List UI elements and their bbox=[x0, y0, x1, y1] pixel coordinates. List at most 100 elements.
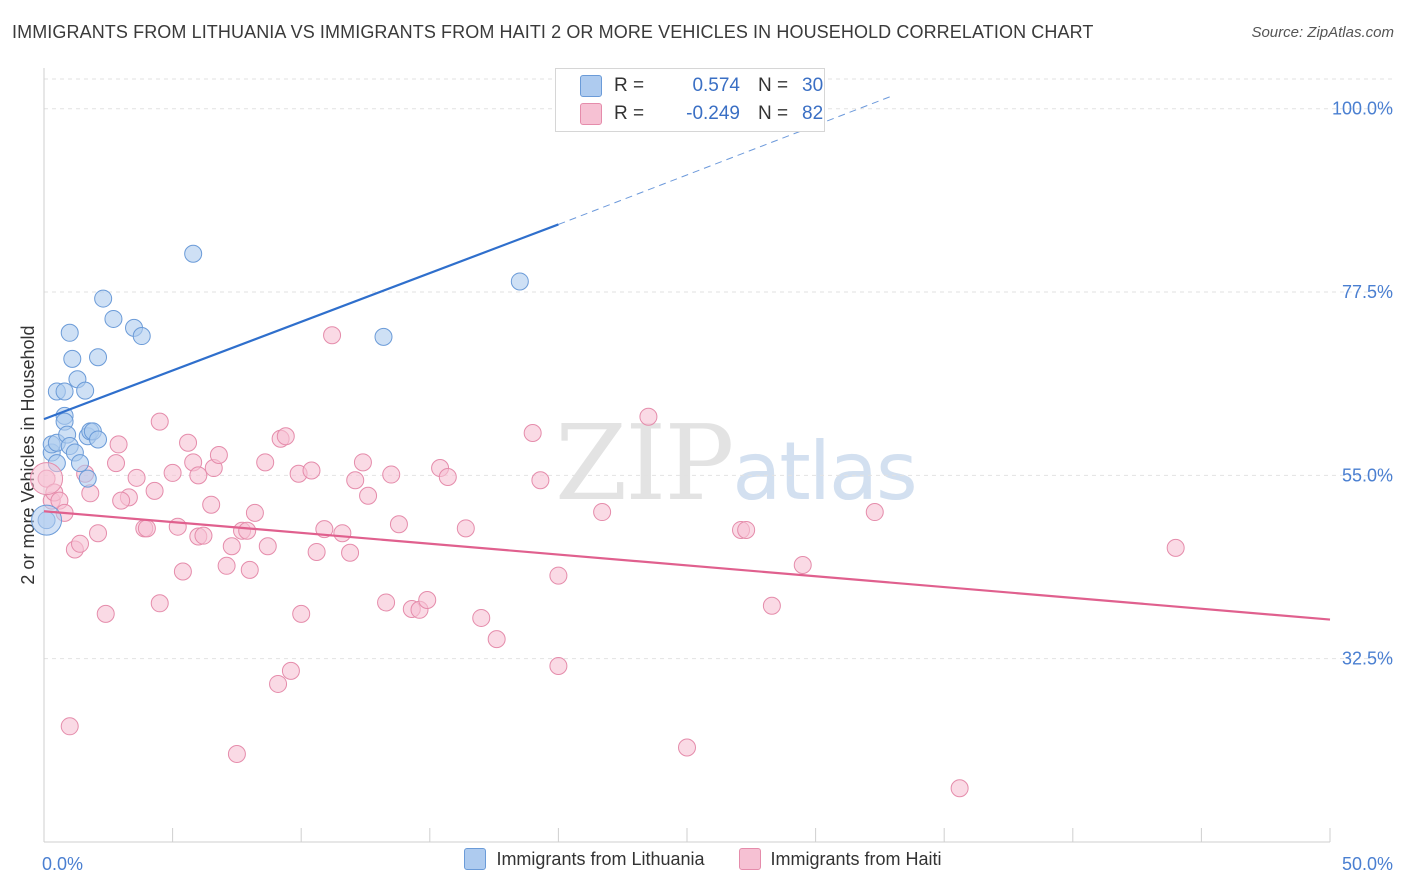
haiti-point bbox=[238, 521, 257, 540]
haiti-point bbox=[950, 779, 969, 798]
lithuania-point bbox=[184, 244, 203, 263]
lithuania-point bbox=[60, 323, 79, 342]
haiti-point bbox=[359, 486, 378, 505]
haiti-point bbox=[377, 593, 396, 612]
lithuania-point bbox=[63, 349, 82, 368]
haiti-point bbox=[179, 433, 198, 452]
stats-box: R = 0.574 N = 30 R = -0.249 N = 82 bbox=[555, 68, 825, 132]
stats-r-value-haiti: -0.249 bbox=[686, 103, 740, 124]
lithuania-point bbox=[510, 272, 529, 291]
haiti-point bbox=[227, 745, 246, 764]
haiti-point bbox=[107, 454, 126, 473]
stats-swatch-lithuania bbox=[580, 75, 602, 97]
stats-n-label: N = bbox=[758, 103, 789, 124]
haiti-point bbox=[353, 453, 372, 472]
haiti-point bbox=[793, 555, 812, 574]
haiti-point bbox=[89, 524, 108, 543]
haiti-point bbox=[323, 326, 342, 345]
haiti-point bbox=[109, 435, 128, 454]
haiti-point bbox=[472, 608, 491, 627]
lithuania-point bbox=[104, 309, 123, 328]
haiti-point bbox=[418, 591, 437, 610]
legend-swatch-lithuania bbox=[464, 848, 487, 870]
haiti-point bbox=[245, 503, 264, 522]
haiti-point bbox=[456, 519, 475, 538]
haiti-point bbox=[96, 604, 115, 623]
haiti-point bbox=[307, 542, 326, 561]
haiti-point bbox=[150, 594, 169, 613]
haiti-point bbox=[163, 463, 182, 482]
haiti-point bbox=[523, 424, 542, 443]
legend-label-lithuania: Immigrants from Lithuania bbox=[496, 848, 705, 869]
haiti-point bbox=[137, 519, 156, 538]
haiti-point bbox=[531, 471, 550, 490]
y-tick-label: 100.0% bbox=[1332, 99, 1393, 119]
haiti-point bbox=[276, 427, 295, 446]
y-tick-label: 55.0% bbox=[1342, 465, 1393, 485]
lithuania-point bbox=[94, 289, 113, 308]
lithuania-point bbox=[55, 382, 74, 401]
haiti-point bbox=[438, 467, 457, 486]
stats-n-value-lithuania: 30 bbox=[802, 75, 824, 96]
haiti-point bbox=[30, 462, 64, 496]
haiti-point bbox=[240, 560, 259, 579]
lithuania-point bbox=[89, 430, 108, 449]
haiti-point bbox=[549, 657, 568, 676]
haiti-point bbox=[1166, 538, 1185, 557]
haiti-point bbox=[737, 520, 756, 539]
haiti-point bbox=[189, 466, 208, 485]
haiti-point bbox=[150, 412, 169, 431]
haiti-point bbox=[71, 534, 90, 553]
y-axis-label: 2 or more Vehicles in Household bbox=[18, 325, 38, 584]
haiti-point bbox=[81, 484, 100, 503]
y-tick-label: 32.5% bbox=[1342, 649, 1393, 669]
haiti-point bbox=[173, 562, 192, 581]
lithuania-point bbox=[78, 469, 97, 488]
chart-title: IMMIGRANTS FROM LITHUANIA VS IMMIGRANTS … bbox=[12, 22, 1094, 42]
legend-swatch-haiti bbox=[738, 848, 761, 870]
haiti-point bbox=[60, 717, 79, 736]
haiti-point bbox=[145, 481, 164, 500]
lithuania-point bbox=[132, 327, 151, 346]
haiti-point bbox=[389, 515, 408, 534]
haiti-point bbox=[281, 661, 300, 680]
stats-n-label: N = bbox=[758, 75, 789, 96]
haiti-point bbox=[127, 468, 146, 487]
haiti-point bbox=[202, 495, 221, 514]
haiti-point bbox=[292, 604, 311, 623]
stats-swatch-haiti bbox=[580, 103, 602, 125]
legend-item-lithuania: Immigrants from Lithuania bbox=[464, 848, 705, 870]
haiti-point bbox=[678, 738, 696, 757]
haiti-point bbox=[487, 630, 506, 649]
stats-r-label: R = bbox=[614, 75, 645, 96]
haiti-point bbox=[341, 543, 360, 562]
haiti-point bbox=[269, 674, 288, 693]
stats-r-label: R = bbox=[614, 103, 645, 124]
haiti-point bbox=[256, 453, 275, 472]
watermark-atlas: atlas bbox=[732, 425, 917, 518]
haiti-point bbox=[168, 517, 187, 536]
x-tick-label: 50.0% bbox=[1342, 854, 1393, 874]
haiti-point bbox=[209, 446, 228, 464]
haiti-point bbox=[194, 526, 213, 545]
lithuania-point bbox=[374, 327, 393, 346]
legend-label-haiti: Immigrants from Haiti bbox=[770, 848, 942, 869]
lithuania-point bbox=[71, 454, 90, 473]
haiti-point bbox=[112, 491, 131, 510]
stats-row-lithuania: R = 0.574 N = 30 bbox=[580, 73, 823, 99]
haiti-point bbox=[222, 537, 241, 556]
haiti-point bbox=[258, 537, 277, 556]
stats-row-haiti: R = -0.249 N = 82 bbox=[580, 101, 823, 127]
source-label: Source: ZipAtlas.com bbox=[1251, 24, 1394, 41]
haiti-trend-line bbox=[43, 510, 1331, 621]
haiti-point bbox=[382, 465, 401, 484]
legend: Immigrants from Lithuania Immigrants fro… bbox=[0, 848, 1406, 870]
haiti-point bbox=[302, 461, 321, 480]
haiti-point bbox=[549, 566, 568, 585]
stats-r-value-lithuania: 0.574 bbox=[692, 75, 740, 96]
x-tick-label: 0.0% bbox=[42, 854, 83, 874]
haiti-point bbox=[639, 407, 658, 426]
lithuania-point bbox=[31, 504, 63, 536]
lithuania-trend-line bbox=[43, 223, 559, 421]
